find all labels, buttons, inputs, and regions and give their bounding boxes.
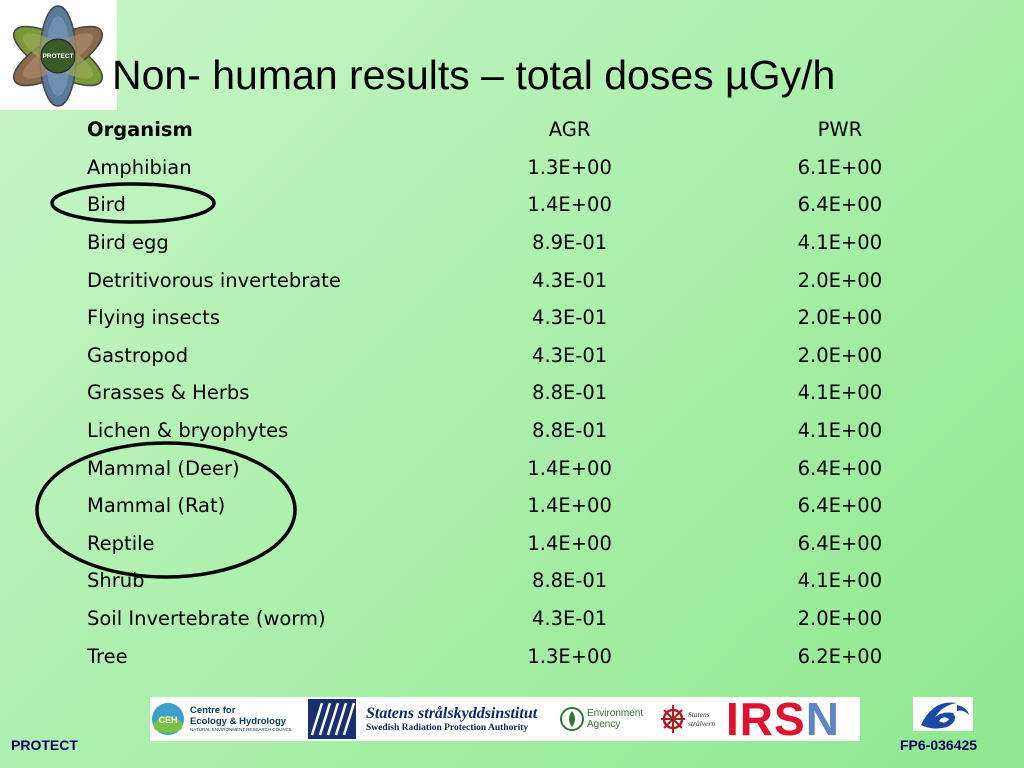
table-row: Bird 1.4E+00 6.4E+00 — [87, 186, 1024, 224]
agr-cell: 4.3E-01 — [532, 306, 608, 330]
table-row: Lichen & bryophytes 8.8E-01 4.1E+00 — [87, 412, 1024, 450]
ea-line1: Environment — [587, 708, 644, 719]
organism-cell: Gastropod — [87, 343, 189, 367]
table-row: Mammal (Rat) 1.4E+00 6.4E+00 — [87, 487, 1024, 525]
pwr-cell: 6.4E+00 — [797, 456, 883, 480]
table-row: Grasses & Herbs 8.8E-01 4.1E+00 — [87, 374, 1024, 412]
pwr-cell: 6.1E+00 — [797, 155, 883, 179]
pwr-cell: 6.4E+00 — [797, 193, 883, 217]
pwr-cell: 4.1E+00 — [797, 231, 883, 255]
organism-cell: Mammal (Deer) — [87, 456, 240, 480]
irsn-last: N — [805, 697, 840, 741]
ssi-line2: Swedish Radiation Protection Authority — [366, 722, 529, 733]
organism-cell: Shrub — [87, 569, 145, 593]
table-row: Tree 1.3E+00 6.2E+00 — [87, 637, 1024, 675]
unit-logo-icon — [308, 699, 356, 739]
stralevern-icon — [661, 705, 685, 733]
ss-line1: Statens — [688, 710, 710, 719]
agr-cell: 1.4E+00 — [527, 456, 612, 480]
agr-cell: 1.4E+00 — [527, 193, 612, 217]
table-row: Flying insects 4.3E-01 2.0E+00 — [87, 299, 1024, 337]
table-row: Amphibian 1.3E+00 6.1E+00 — [87, 149, 1024, 187]
organism-cell: Amphibian — [87, 155, 192, 179]
agr-cell: 8.8E-01 — [532, 569, 608, 593]
organism-cell: Tree — [87, 644, 128, 668]
protect-logo: PROTECT — [0, 0, 117, 110]
organism-cell: Detritivorous invertebrate — [87, 268, 341, 292]
pwr-cell: 2.0E+00 — [797, 268, 883, 292]
organism-cell: Flying insects — [87, 306, 220, 330]
ceh-line1: Centre for — [190, 705, 236, 716]
pwr-cell: 6.4E+00 — [797, 494, 883, 518]
organism-cell: Mammal (Rat) — [87, 494, 226, 518]
pwr-cell: 2.0E+00 — [797, 306, 883, 330]
pwr-cell: 6.2E+00 — [797, 644, 883, 668]
organism-cell: Reptile — [87, 531, 155, 555]
table-row: Gastropod 4.3E-01 2.0E+00 — [87, 337, 1024, 375]
pwr-cell: 4.1E+00 — [797, 419, 883, 443]
ceh-logo-icon: CEH — [152, 703, 184, 735]
footer-project-name: PROTECT — [11, 737, 78, 753]
agr-cell: 1.4E+00 — [527, 531, 612, 555]
ss-line2: strålvern — [688, 719, 716, 728]
page-title: Non- human results – total doses µGy/h — [112, 52, 836, 98]
pwr-cell: 2.0E+00 — [797, 343, 883, 367]
logo-label: PROTECT — [42, 53, 73, 60]
ceh-line2: Ecology & Hydrology — [190, 716, 287, 727]
partner-logos: CEH Centre for Ecology & Hydrology NATUR… — [150, 697, 860, 741]
agr-cell: 4.3E-01 — [532, 607, 608, 631]
table-row: Shrub 8.8E-01 4.1E+00 — [87, 562, 1024, 600]
footer-grant-id: FP6-036425 — [900, 737, 978, 753]
unit-logo — [308, 699, 360, 739]
ea-line2: Agency — [587, 719, 621, 730]
organism-cell: Bird egg — [87, 231, 169, 255]
table-row: Detritivorous invertebrate 4.3E-01 2.0E+… — [87, 261, 1024, 299]
stralevern-logo: Statens strålvern — [660, 699, 720, 739]
pwr-cell: 2.0E+00 — [797, 607, 883, 631]
table-row: Reptile 1.4E+00 6.4E+00 — [87, 525, 1024, 563]
organism-cell: Bird — [87, 193, 126, 217]
environment-agency-icon — [560, 707, 584, 731]
organism-cell: Grasses & Herbs — [87, 381, 250, 405]
organism-cell: Soil Invertebrate (worm) — [87, 607, 326, 631]
column-header-organism: Organism — [87, 118, 193, 142]
table-header-row: Organism AGR PWR — [87, 111, 1024, 149]
column-header-agr: AGR — [548, 118, 591, 142]
pwr-cell: 4.1E+00 — [797, 569, 883, 593]
table-row: Soil Invertebrate (worm) 4.3E-01 2.0E+00 — [87, 600, 1024, 638]
table-row: Mammal (Deer) 1.4E+00 6.4E+00 — [87, 449, 1024, 487]
agr-cell: 8.9E-01 — [532, 231, 608, 255]
ssi-logo: Statens strålskyddsinstitut Swedish Radi… — [360, 699, 560, 739]
agr-cell: 1.3E+00 — [527, 155, 612, 179]
dose-table: Organism AGR PWR Amphibian 1.3E+00 6.1E+… — [87, 111, 1024, 675]
agr-cell: 1.4E+00 — [527, 494, 612, 518]
irsn-logo: IRSN — [720, 697, 840, 741]
ssi-line1: Statens strålskyddsinstitut — [366, 704, 538, 722]
table-row: Bird egg 8.9E-01 4.1E+00 — [87, 224, 1024, 262]
agr-cell: 1.3E+00 — [527, 644, 612, 668]
agr-cell: 4.3E-01 — [532, 343, 608, 367]
svg-text:CEH: CEH — [158, 715, 177, 725]
pwr-cell: 4.1E+00 — [797, 381, 883, 405]
ceh-logo: CEH Centre for Ecology & Hydrology NATUR… — [150, 699, 308, 739]
agr-cell: 8.8E-01 — [532, 419, 608, 443]
agr-cell: 4.3E-01 — [532, 268, 608, 292]
ceh-sub: NATURAL ENVIRONMENT RESEARCH COUNCIL — [190, 727, 293, 732]
irsn-main: IRS — [726, 697, 806, 741]
protect-atom-logo-icon: PROTECT — [13, 5, 103, 107]
agr-cell: 8.8E-01 — [532, 381, 608, 405]
environment-agency-logo: Environment Agency — [560, 699, 660, 739]
eu-fp6-logo-icon — [913, 697, 973, 731]
column-header-pwr: PWR — [817, 118, 863, 142]
organism-cell: Lichen & bryophytes — [87, 419, 289, 443]
pwr-cell: 6.4E+00 — [797, 531, 883, 555]
